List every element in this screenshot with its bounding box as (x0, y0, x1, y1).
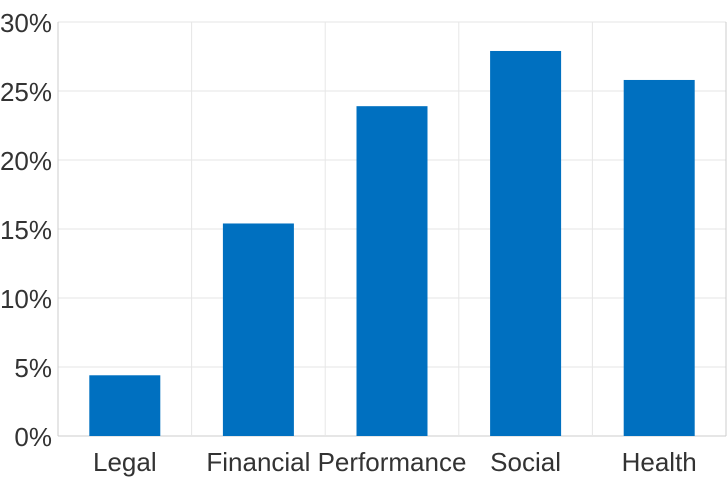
bar-social (490, 50, 562, 436)
bar-performance (356, 106, 428, 437)
y-tick-label: 10% (0, 284, 52, 314)
y-tick-label: 30% (0, 8, 52, 38)
y-axis-ticks: 0% 5% 10% 15% 20% 25% 30% (0, 8, 52, 452)
y-tick-label: 0% (14, 422, 52, 452)
x-axis-labels: Legal Financial Performance Social Health (93, 447, 697, 477)
bar-financial (222, 223, 294, 436)
bar-legal (89, 375, 161, 436)
x-tick-label: Health (622, 447, 697, 477)
bar-health (623, 79, 695, 437)
y-tick-label: 5% (14, 353, 52, 383)
x-tick-label: Financial (206, 447, 310, 477)
y-tick-label: 15% (0, 215, 52, 245)
y-tick-label: 20% (0, 146, 52, 176)
x-tick-label: Legal (93, 447, 157, 477)
x-tick-label: Performance (318, 447, 467, 477)
x-tick-label: Social (490, 447, 561, 477)
bars (89, 50, 695, 437)
y-tick-label: 25% (0, 77, 52, 107)
